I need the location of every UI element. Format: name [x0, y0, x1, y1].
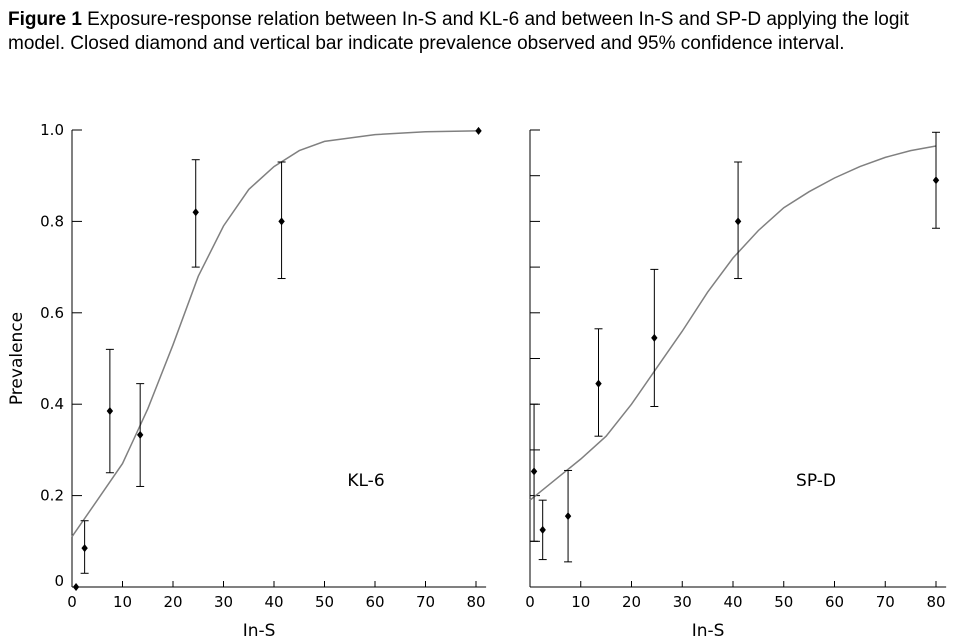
panel-label: SP-D: [796, 471, 836, 491]
data-point-diamond: [539, 525, 546, 534]
x-tick-label: 80: [466, 593, 485, 611]
y-tick-label: 0: [54, 572, 64, 590]
panel-spd: 0 10 20 30 40 50 60 70 80 In-S SP-D: [525, 129, 947, 641]
x-axis-title: In-S: [243, 621, 276, 641]
x-tick-label: 70: [416, 593, 435, 611]
data-point-diamond: [734, 217, 742, 226]
y-tick-label: 0.6: [40, 304, 64, 322]
data-point-diamond: [136, 430, 144, 439]
figure-caption-text: Exposure-response relation between In-S …: [8, 9, 909, 54]
data-point-diamond: [564, 512, 572, 521]
data-point-diamond: [595, 379, 602, 388]
x-tick-label: 0: [67, 593, 77, 611]
figure-caption: Figure 1 Exposure-response relation betw…: [8, 8, 938, 56]
data-point-diamond: [106, 407, 114, 416]
data-point-diamond: [192, 208, 199, 217]
y-tick-label: 0.4: [40, 395, 64, 413]
x-tick-label: 0: [525, 593, 535, 611]
y-tick-label: 0.8: [40, 212, 64, 230]
x-tick-label: 40: [723, 593, 742, 611]
x-axis-title: In-S: [692, 621, 725, 641]
panel-kl6: 0 10 20 30 40 50 60 70 80 0 0.2 0.4 0.6 0.8 1.0 In-S Pre…: [7, 121, 487, 641]
x-tick-label: 50: [774, 593, 793, 611]
data-point-diamond: [475, 126, 482, 135]
data-point-diamond: [81, 544, 88, 553]
x-tick-label: 20: [163, 593, 182, 611]
x-tick-label: 60: [825, 593, 844, 611]
x-tick-label: 20: [622, 593, 641, 611]
y-axis-title: Prevalence: [7, 312, 27, 405]
x-tick-label: 70: [876, 593, 895, 611]
y-tick-label: 1.0: [40, 121, 64, 139]
data-point-diamond: [651, 333, 658, 342]
data-point-diamond: [72, 583, 80, 591]
x-tick-label: 80: [926, 593, 945, 611]
x-tick-label: 40: [264, 593, 283, 611]
x-tick-label: 30: [214, 593, 233, 611]
figure-label: Figure 1: [8, 9, 82, 30]
x-tick-label: 60: [365, 593, 384, 611]
y-tick-label: 0.2: [40, 487, 64, 505]
fit-curve: [71, 130, 477, 538]
data-point-diamond: [932, 176, 940, 185]
x-tick-label: 50: [315, 593, 334, 611]
fit-curve: [529, 145, 937, 501]
data-point-diamond: [530, 467, 538, 476]
data-point-diamond: [278, 217, 285, 226]
panel-label: KL-6: [347, 471, 384, 491]
x-tick-label: 10: [113, 593, 132, 611]
x-tick-label: 10: [571, 593, 590, 611]
x-tick-label: 30: [673, 593, 692, 611]
